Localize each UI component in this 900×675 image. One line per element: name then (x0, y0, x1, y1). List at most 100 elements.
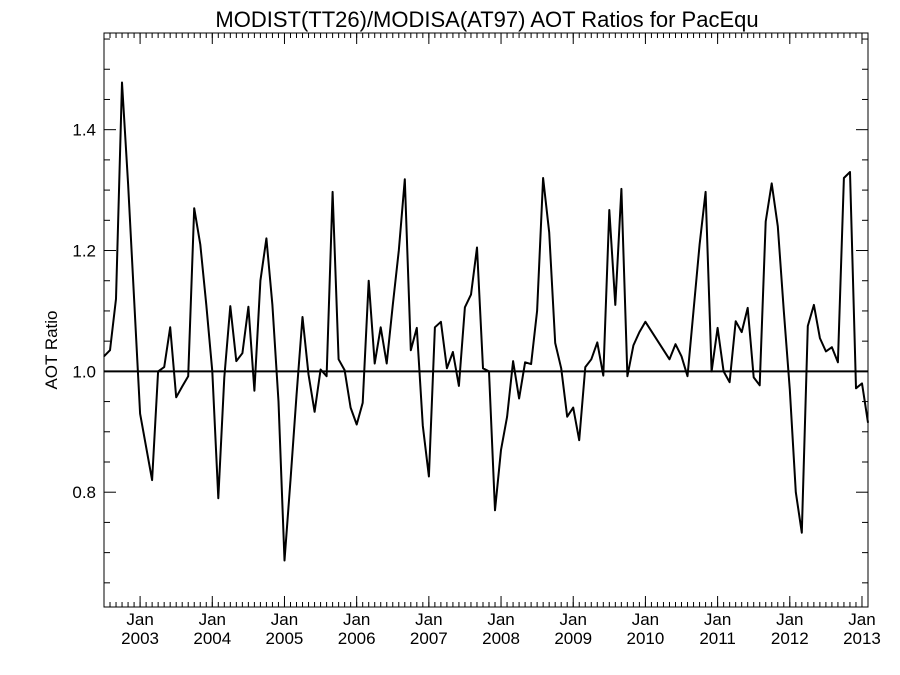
data-point (163, 366, 165, 368)
data-point (813, 304, 815, 306)
data-point (488, 370, 490, 372)
data-point (735, 320, 737, 322)
data-point (711, 370, 713, 372)
data-point (705, 191, 707, 193)
data-point (747, 307, 749, 309)
data-point (392, 304, 394, 306)
data-point (771, 182, 773, 184)
data-point (632, 344, 635, 346)
data-point (428, 475, 430, 478)
x-tick-month-label-7: Jan (632, 610, 659, 629)
plot-frame (103, 32, 869, 608)
series-line-0 (103, 81, 869, 562)
x-tick-month-label-3: Jan (343, 610, 370, 629)
data-point (277, 401, 280, 403)
data-point (566, 416, 568, 418)
data-point (229, 305, 231, 307)
data-point (638, 331, 641, 333)
data-point (133, 298, 135, 300)
data-point (380, 326, 382, 328)
y-tick-label-2: 1.2 (72, 242, 96, 261)
data-point (759, 384, 761, 386)
data-point (765, 220, 767, 223)
data-point (404, 178, 406, 180)
data-point (819, 337, 821, 339)
x-tick-month-label-5: Jan (487, 610, 514, 629)
data-point (464, 306, 466, 308)
data-point (253, 390, 255, 392)
data-point (801, 532, 803, 534)
data-point (301, 316, 304, 318)
series-group (103, 81, 869, 562)
data-point (223, 376, 225, 378)
tick-labels: 0.81.01.21.4Jan2003Jan2004Jan2005Jan2006… (72, 121, 881, 648)
data-point (175, 396, 177, 398)
data-point (686, 375, 689, 377)
data-point (356, 423, 358, 426)
data-point (211, 370, 213, 372)
data-point (476, 246, 478, 249)
y-tick-label-0: 0.8 (72, 483, 96, 502)
data-point (825, 350, 827, 352)
x-tick-year-label-5: 2008 (482, 629, 520, 648)
data-point (590, 358, 592, 360)
data-point (674, 343, 677, 345)
data-point (314, 411, 316, 413)
data-point (536, 310, 538, 312)
y-tick-label-3: 1.4 (72, 121, 96, 140)
data-point (554, 342, 556, 344)
data-point (422, 425, 424, 427)
data-point (500, 449, 502, 451)
data-point (855, 387, 857, 389)
chart-title: MODIST(TT26)/MODISA(AT97) AOT Ratios for… (215, 7, 758, 32)
data-point (795, 491, 797, 493)
x-tick-month-label-2: Jan (271, 610, 298, 629)
data-point (512, 360, 514, 362)
data-point (783, 310, 785, 312)
data-point (753, 376, 755, 378)
data-point (217, 497, 219, 499)
data-point (434, 326, 436, 328)
x-tick-year-label-0: 2003 (121, 629, 159, 648)
data-point (344, 369, 346, 371)
data-point (717, 327, 719, 329)
x-tick-month-label-6: Jan (560, 610, 587, 629)
data-point (596, 341, 598, 343)
data-point (103, 355, 105, 357)
data-point (548, 231, 550, 233)
data-point (205, 304, 207, 306)
data-point (530, 363, 532, 365)
x-tick-year-label-2: 2005 (266, 629, 304, 648)
data-point (560, 367, 562, 369)
x-tick-year-label-4: 2007 (410, 629, 448, 648)
data-point (332, 191, 334, 193)
x-tick-month-label-0: Jan (126, 610, 153, 629)
data-point (482, 367, 484, 369)
data-point (626, 375, 629, 377)
data-point (187, 375, 189, 377)
data-point (680, 355, 683, 357)
plot-border (103, 32, 869, 608)
x-tick-month-label-8: Jan (704, 610, 731, 629)
data-point (169, 326, 171, 328)
data-point (518, 397, 520, 400)
data-point (494, 509, 496, 511)
data-point (386, 362, 388, 365)
data-point (115, 298, 117, 300)
x-tick-month-label-1: Jan (199, 610, 226, 629)
data-point (584, 366, 586, 368)
data-point (265, 237, 267, 239)
x-tick-year-label-8: 2011 (699, 629, 736, 648)
data-point (181, 385, 183, 388)
data-point (807, 325, 809, 327)
data-point (668, 358, 671, 360)
data-point (193, 207, 195, 209)
data-point (777, 225, 779, 227)
data-point (350, 407, 352, 409)
data-point (542, 177, 544, 179)
data-point (614, 304, 616, 306)
data-point (524, 361, 526, 363)
data-point (247, 306, 249, 308)
